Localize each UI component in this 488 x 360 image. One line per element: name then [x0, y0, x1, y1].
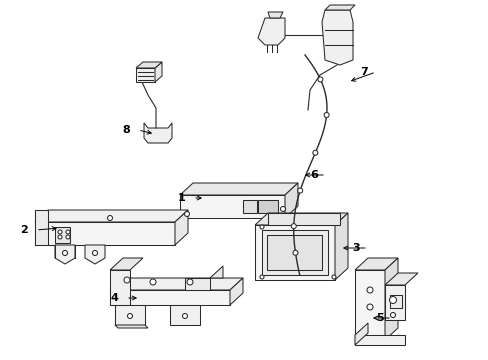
Polygon shape	[115, 305, 145, 325]
Polygon shape	[254, 225, 334, 280]
Polygon shape	[384, 285, 404, 320]
Polygon shape	[267, 12, 283, 18]
Circle shape	[260, 275, 264, 279]
Circle shape	[58, 230, 62, 234]
Polygon shape	[136, 62, 162, 68]
Circle shape	[92, 251, 97, 256]
Polygon shape	[184, 278, 209, 290]
Text: 1: 1	[177, 193, 184, 203]
Polygon shape	[354, 335, 404, 345]
Circle shape	[66, 230, 70, 234]
Polygon shape	[55, 227, 70, 243]
Polygon shape	[354, 258, 397, 270]
Circle shape	[312, 150, 317, 155]
Text: 3: 3	[352, 243, 359, 253]
Polygon shape	[354, 323, 367, 345]
Polygon shape	[285, 183, 297, 218]
Circle shape	[127, 314, 132, 319]
Polygon shape	[35, 210, 187, 222]
Text: 5: 5	[376, 313, 383, 323]
Circle shape	[389, 297, 396, 303]
Polygon shape	[243, 200, 257, 213]
Circle shape	[317, 77, 322, 82]
Polygon shape	[155, 62, 162, 82]
Polygon shape	[267, 213, 339, 225]
Circle shape	[107, 216, 112, 220]
Text: 6: 6	[309, 170, 317, 180]
Circle shape	[186, 279, 193, 285]
Polygon shape	[321, 10, 352, 65]
Polygon shape	[254, 213, 347, 225]
Circle shape	[292, 250, 297, 255]
Circle shape	[366, 304, 372, 310]
Circle shape	[182, 314, 187, 319]
Text: 7: 7	[360, 67, 367, 77]
Polygon shape	[180, 195, 285, 218]
Polygon shape	[136, 68, 155, 82]
Text: 8: 8	[122, 125, 130, 135]
Polygon shape	[35, 222, 175, 245]
Circle shape	[280, 207, 285, 211]
Circle shape	[366, 287, 372, 293]
Polygon shape	[175, 210, 187, 245]
Polygon shape	[55, 245, 75, 264]
Circle shape	[291, 224, 296, 229]
Polygon shape	[262, 230, 327, 275]
Polygon shape	[143, 123, 172, 143]
Circle shape	[62, 251, 67, 256]
Polygon shape	[85, 245, 105, 264]
Polygon shape	[334, 213, 347, 280]
Polygon shape	[229, 278, 243, 305]
Circle shape	[184, 211, 189, 216]
Circle shape	[331, 275, 335, 279]
Polygon shape	[110, 270, 130, 305]
Polygon shape	[110, 278, 243, 290]
Text: 4: 4	[110, 293, 118, 303]
Polygon shape	[389, 295, 401, 308]
Polygon shape	[110, 290, 229, 305]
Polygon shape	[354, 270, 384, 340]
Polygon shape	[384, 273, 417, 285]
Polygon shape	[110, 258, 142, 270]
Polygon shape	[325, 5, 354, 10]
Circle shape	[124, 277, 130, 283]
Circle shape	[297, 188, 302, 193]
Text: 2: 2	[20, 225, 28, 235]
Polygon shape	[384, 258, 397, 340]
Polygon shape	[209, 266, 223, 278]
Polygon shape	[180, 183, 297, 195]
Polygon shape	[258, 200, 278, 213]
Circle shape	[324, 112, 328, 117]
Circle shape	[58, 235, 62, 239]
Polygon shape	[170, 305, 200, 325]
Polygon shape	[266, 235, 321, 270]
Circle shape	[390, 312, 395, 318]
Polygon shape	[35, 210, 48, 245]
Circle shape	[260, 225, 264, 229]
Circle shape	[150, 279, 156, 285]
Polygon shape	[115, 325, 148, 328]
Circle shape	[66, 235, 70, 239]
Polygon shape	[258, 18, 285, 45]
